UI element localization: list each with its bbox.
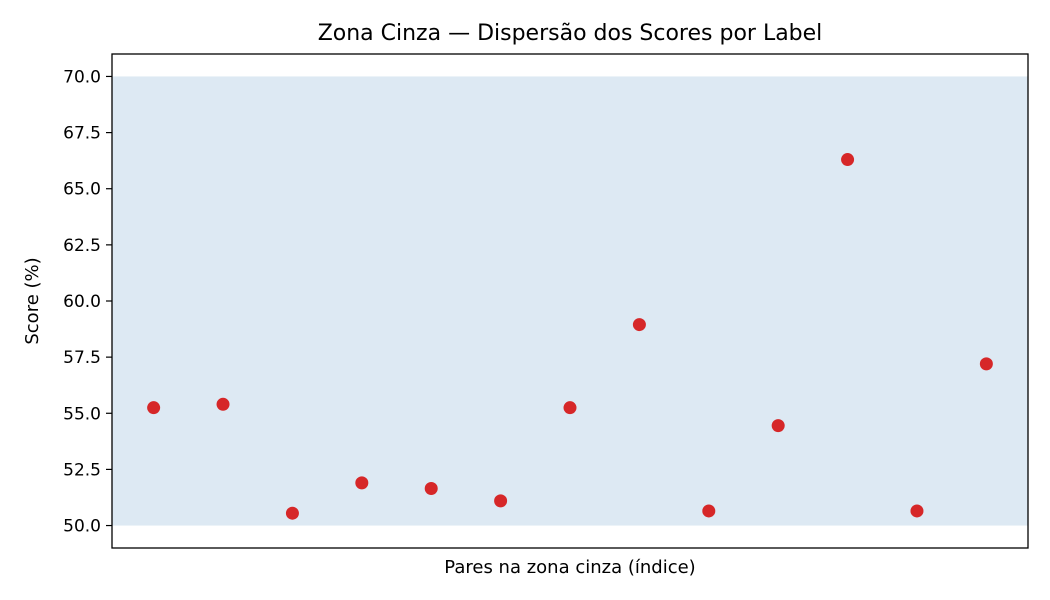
data-point bbox=[841, 153, 854, 166]
shaded-band-layer bbox=[112, 76, 1028, 525]
y-axis-ticks: 50.0 52.5 55.0 57.5 60.0 62.5 65.0 67.5 70.0 bbox=[63, 67, 112, 536]
y-tick-label: 57.5 bbox=[63, 348, 101, 368]
data-point bbox=[425, 482, 438, 495]
x-axis-label: Pares na zona cinza (índice) bbox=[444, 557, 695, 578]
y-tick-label: 62.5 bbox=[63, 236, 101, 256]
data-point bbox=[980, 357, 993, 370]
y-tick-label: 67.5 bbox=[63, 124, 101, 144]
data-point bbox=[217, 398, 230, 411]
y-tick-label: 60.0 bbox=[63, 292, 101, 312]
shaded-band bbox=[112, 76, 1028, 525]
data-point bbox=[494, 494, 507, 507]
chart-title: Zona Cinza — Dispersão dos Scores por La… bbox=[318, 21, 823, 46]
data-point bbox=[286, 507, 299, 520]
y-tick-label: 65.0 bbox=[63, 180, 101, 200]
data-point bbox=[633, 318, 646, 331]
y-tick-label: 55.0 bbox=[63, 404, 101, 424]
y-tick-label: 52.5 bbox=[63, 460, 101, 480]
data-point bbox=[564, 401, 577, 414]
data-point bbox=[702, 504, 715, 517]
y-tick-label: 50.0 bbox=[63, 517, 101, 537]
data-point bbox=[772, 419, 785, 432]
y-tick-label: 70.0 bbox=[63, 67, 101, 87]
data-point bbox=[355, 476, 368, 489]
data-point bbox=[910, 504, 923, 517]
y-axis-label: Score (%) bbox=[22, 257, 43, 344]
data-point bbox=[147, 401, 160, 414]
